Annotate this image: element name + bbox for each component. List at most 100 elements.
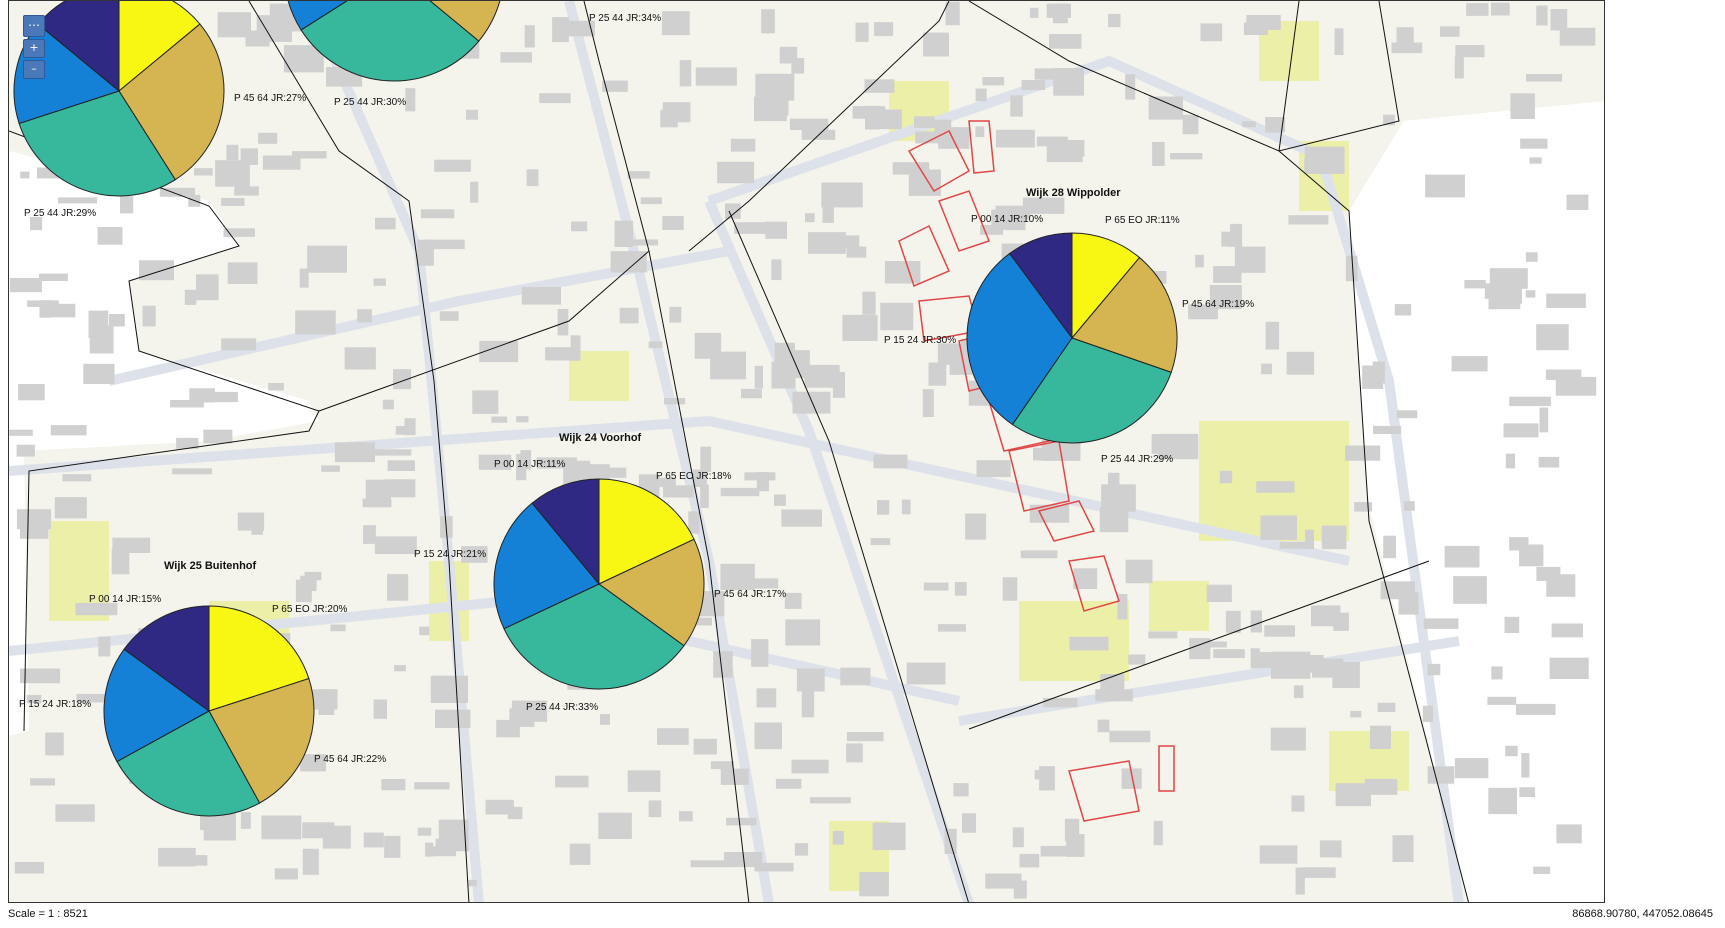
- building: [120, 196, 134, 214]
- building: [1427, 766, 1455, 784]
- building: [1157, 433, 1199, 460]
- building: [18, 384, 45, 401]
- pie-slice[interactable]: [284, 1, 394, 31]
- building: [39, 273, 68, 281]
- building: [1319, 840, 1342, 858]
- building: [381, 779, 406, 791]
- zoom-in-button[interactable]: +: [23, 39, 45, 58]
- building: [877, 500, 890, 515]
- building: [874, 22, 894, 37]
- building: [1422, 705, 1434, 722]
- building: [292, 151, 327, 159]
- building: [692, 469, 707, 487]
- building: [1549, 657, 1589, 679]
- building: [810, 797, 851, 804]
- district-title: Wijk 24 Voorhof: [559, 432, 642, 444]
- pie-slice[interactable]: [598, 478, 695, 585]
- building: [1270, 727, 1306, 751]
- building: [1250, 610, 1262, 633]
- building: [754, 96, 787, 122]
- pie-slice[interactable]: [394, 1, 504, 42]
- building: [908, 169, 941, 196]
- building: [1108, 13, 1121, 28]
- pie-slice[interactable]: [208, 677, 315, 804]
- building: [781, 509, 822, 527]
- building: [394, 665, 406, 672]
- building: [884, 261, 921, 284]
- pie-slice[interactable]: [1071, 232, 1141, 340]
- pie-data-label: P 00 14 JR:15%: [89, 594, 161, 605]
- building: [387, 460, 415, 471]
- pie-slice[interactable]: [1071, 256, 1178, 373]
- menu-dots-icon[interactable]: ⋯: [23, 15, 45, 37]
- pie-slice[interactable]: [208, 605, 310, 712]
- building: [363, 525, 376, 544]
- building: [470, 181, 479, 203]
- map-canvas[interactable]: P 45 64 JR:27% P 25 44 JR:29% P 25 44 JR:3…: [9, 1, 1605, 903]
- building: [1010, 95, 1023, 117]
- pie-slice[interactable]: [1009, 232, 1073, 340]
- building: [1391, 42, 1423, 54]
- building: [598, 812, 632, 839]
- building: [545, 347, 573, 361]
- map-view[interactable]: P 45 64 JR:27% P 25 44 JR:29% P 25 44 JR:3…: [8, 0, 1605, 903]
- building: [526, 169, 539, 187]
- building: [923, 582, 949, 591]
- building: [479, 340, 519, 363]
- pie-slice[interactable]: [118, 23, 225, 181]
- pie-data-label: P 45 64 JR:17%: [714, 589, 786, 600]
- pie-slice[interactable]: [598, 538, 705, 647]
- building: [1242, 121, 1256, 128]
- building: [374, 536, 417, 554]
- building: [405, 88, 416, 112]
- pie-slice[interactable]: [118, 1, 201, 93]
- building: [9, 278, 42, 293]
- building: [261, 815, 302, 840]
- outside-area-west: [9, 151, 319, 736]
- building: [1182, 114, 1199, 135]
- pie-slice[interactable]: [300, 1, 480, 82]
- building: [1333, 612, 1349, 631]
- building: [811, 380, 842, 387]
- building: [393, 369, 412, 390]
- pie-slice[interactable]: [531, 478, 600, 586]
- building: [660, 109, 678, 128]
- zoom-out-button[interactable]: –: [23, 60, 45, 79]
- pie-slice[interactable]: [116, 710, 261, 817]
- building: [1148, 96, 1183, 120]
- pie-data-label: P 00 14 JR:10%: [971, 214, 1043, 225]
- pie-slice[interactable]: [18, 90, 176, 197]
- building: [901, 499, 911, 515]
- building: [142, 305, 156, 327]
- pie-data-label: P 45 64 JR:19%: [1182, 299, 1254, 310]
- building: [1546, 293, 1586, 308]
- building: [1551, 623, 1583, 638]
- building: [1312, 658, 1344, 678]
- building: [1261, 363, 1272, 375]
- building: [419, 626, 430, 636]
- building: [1221, 231, 1233, 247]
- pie-slice[interactable]: [103, 648, 210, 763]
- pie-slice[interactable]: [966, 252, 1073, 426]
- pie-slice[interactable]: [503, 583, 685, 690]
- building: [1556, 824, 1582, 844]
- building: [312, 689, 338, 710]
- building: [1396, 410, 1418, 419]
- building: [76, 693, 119, 703]
- pie-slice[interactable]: [1011, 337, 1172, 444]
- pie-slice[interactable]: [123, 605, 210, 712]
- building: [159, 187, 195, 197]
- building: [1454, 56, 1464, 79]
- building: [557, 309, 569, 336]
- building: [184, 289, 197, 305]
- building: [1019, 853, 1040, 868]
- pie-slice[interactable]: [493, 502, 600, 630]
- building: [1427, 663, 1441, 676]
- building: [321, 465, 340, 472]
- building: [720, 768, 749, 785]
- building: [1069, 636, 1109, 651]
- pie-data-label: P 15 24 JR:30%: [884, 335, 956, 346]
- building: [937, 343, 977, 365]
- building: [1451, 356, 1488, 372]
- building: [761, 9, 775, 34]
